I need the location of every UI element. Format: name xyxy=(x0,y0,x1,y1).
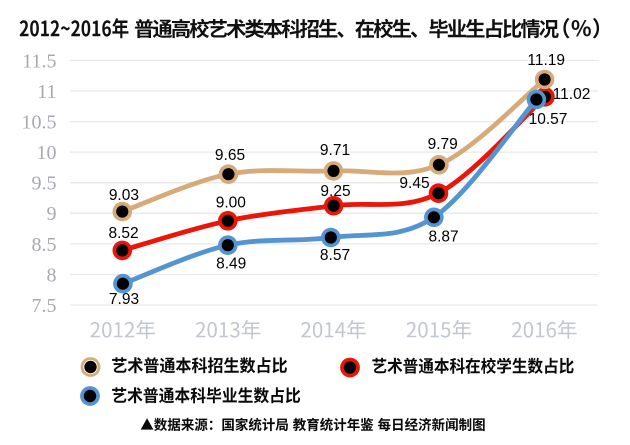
svg-text:10.5: 10.5 xyxy=(22,112,57,134)
svg-text:9: 9 xyxy=(47,203,57,225)
svg-text:9.00: 9.00 xyxy=(216,195,247,212)
svg-text:9.5: 9.5 xyxy=(32,173,57,195)
svg-text:9.65: 9.65 xyxy=(215,147,245,164)
svg-text:11.19: 11.19 xyxy=(527,52,565,69)
svg-text:8: 8 xyxy=(47,264,57,286)
svg-text:8.52: 8.52 xyxy=(109,225,139,242)
svg-text:11.02: 11.02 xyxy=(553,86,591,103)
svg-text:8.57: 8.57 xyxy=(320,247,350,264)
svg-text:9.25: 9.25 xyxy=(320,183,350,200)
svg-text:8.49: 8.49 xyxy=(216,256,246,273)
svg-text:8.5: 8.5 xyxy=(32,234,57,256)
svg-text:9.03: 9.03 xyxy=(109,187,139,204)
svg-text:7.5: 7.5 xyxy=(32,295,57,317)
svg-text:8.87: 8.87 xyxy=(429,228,459,245)
svg-text:11.5: 11.5 xyxy=(22,50,56,72)
svg-text:9.45: 9.45 xyxy=(399,175,429,192)
svg-text:10: 10 xyxy=(37,142,57,164)
svg-text:7.93: 7.93 xyxy=(109,291,139,308)
svg-text:9.71: 9.71 xyxy=(320,142,350,159)
svg-text:11: 11 xyxy=(37,81,56,103)
svg-text:10.57: 10.57 xyxy=(529,111,568,128)
svg-text:9.79: 9.79 xyxy=(428,136,458,153)
